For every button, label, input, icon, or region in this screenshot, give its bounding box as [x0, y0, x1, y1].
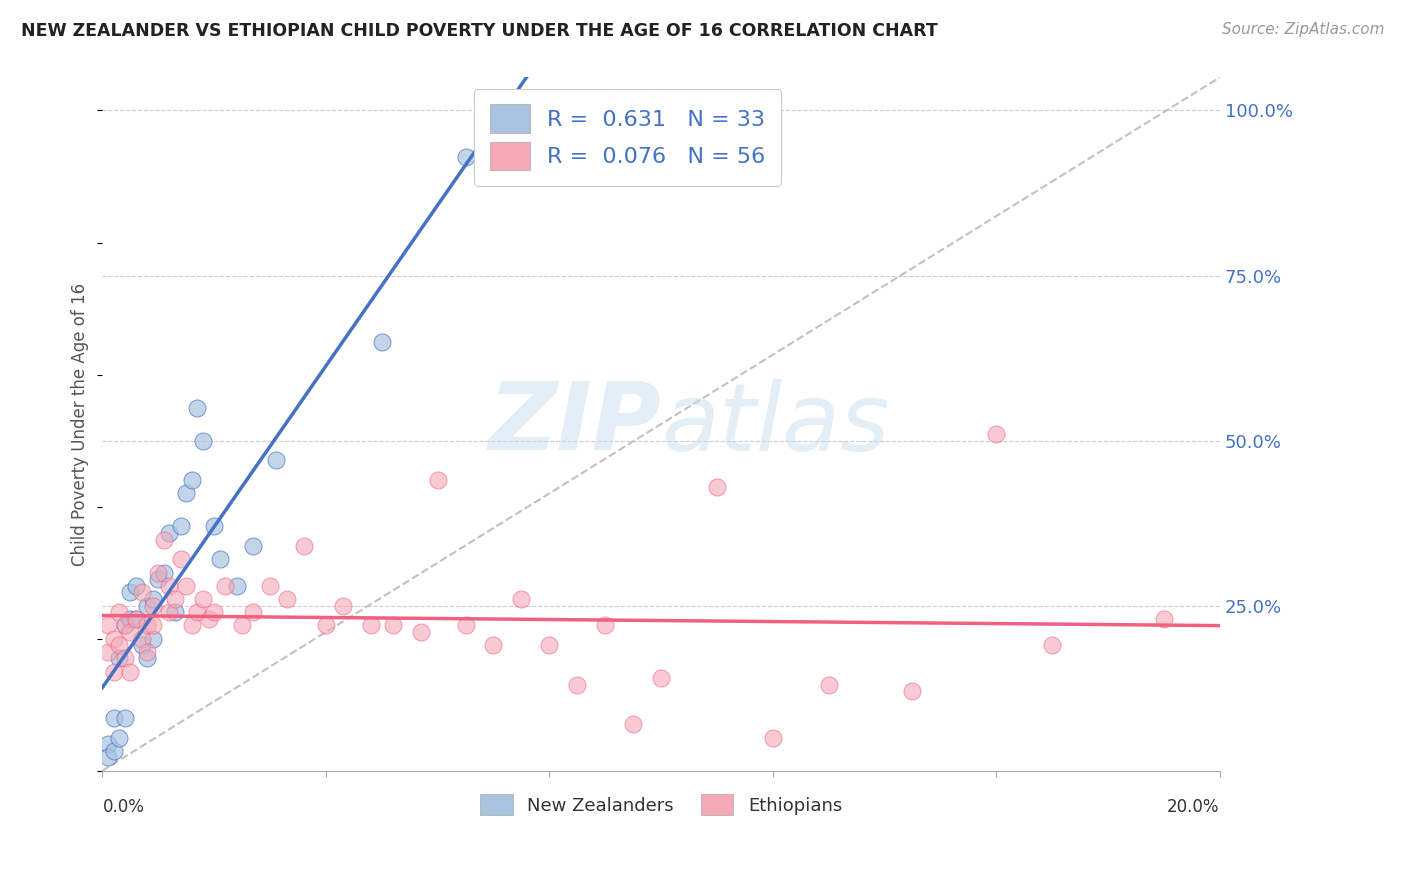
Point: [482, 638, 505, 652]
Text: NEW ZEALANDER VS ETHIOPIAN CHILD POVERTY UNDER THE AGE OF 16 CORRELATION CHART: NEW ZEALANDER VS ETHIOPIAN CHILD POVERTY…: [21, 22, 938, 40]
Point: [97, 645, 120, 659]
Point: [593, 618, 616, 632]
Point: [114, 618, 136, 632]
Point: [136, 651, 159, 665]
Text: Source: ZipAtlas.com: Source: ZipAtlas.com: [1222, 22, 1385, 37]
Point: [148, 572, 170, 586]
Point: [191, 592, 214, 607]
Point: [371, 334, 394, 349]
Point: [510, 592, 533, 607]
Point: [426, 473, 449, 487]
Point: [762, 731, 785, 745]
Point: [159, 579, 181, 593]
Point: [538, 638, 561, 652]
Point: [125, 612, 148, 626]
Point: [165, 605, 187, 619]
Point: [1040, 638, 1063, 652]
Point: [180, 618, 202, 632]
Point: [264, 453, 287, 467]
Point: [225, 579, 247, 593]
Text: 20.0%: 20.0%: [1167, 798, 1220, 816]
Point: [136, 645, 159, 659]
Point: [125, 579, 148, 593]
Point: [986, 427, 1008, 442]
Point: [159, 605, 181, 619]
Point: [191, 434, 214, 448]
Point: [174, 579, 197, 593]
Text: atlas: atlas: [661, 378, 890, 469]
Point: [153, 566, 176, 580]
Point: [186, 401, 208, 415]
Point: [454, 618, 477, 632]
Point: [315, 618, 337, 632]
Point: [186, 605, 208, 619]
Point: [381, 618, 404, 632]
Point: [208, 552, 231, 566]
Point: [360, 618, 382, 632]
Point: [148, 566, 170, 580]
Point: [1153, 612, 1175, 626]
Legend: New Zealanders, Ethiopians: New Zealanders, Ethiopians: [471, 785, 851, 824]
Point: [231, 618, 253, 632]
Point: [120, 625, 142, 640]
Point: [567, 678, 589, 692]
Y-axis label: Child Poverty Under the Age of 16: Child Poverty Under the Age of 16: [72, 283, 89, 566]
Point: [165, 592, 187, 607]
Point: [131, 632, 153, 646]
Point: [169, 519, 191, 533]
Text: ZIP: ZIP: [488, 378, 661, 470]
Point: [120, 665, 142, 679]
Point: [142, 599, 165, 613]
Point: [153, 533, 176, 547]
Point: [332, 599, 354, 613]
Point: [114, 651, 136, 665]
Point: [242, 605, 264, 619]
Point: [97, 750, 120, 764]
Point: [114, 711, 136, 725]
Point: [120, 585, 142, 599]
Point: [97, 618, 120, 632]
Point: [136, 618, 159, 632]
Point: [136, 599, 159, 613]
Point: [259, 579, 281, 593]
Point: [114, 618, 136, 632]
Point: [197, 612, 219, 626]
Point: [180, 473, 202, 487]
Point: [131, 638, 153, 652]
Point: [103, 744, 125, 758]
Point: [125, 612, 148, 626]
Point: [142, 632, 165, 646]
Point: [159, 526, 181, 541]
Point: [650, 671, 672, 685]
Point: [142, 592, 165, 607]
Point: [214, 579, 236, 593]
Point: [454, 150, 477, 164]
Point: [103, 665, 125, 679]
Point: [901, 684, 924, 698]
Point: [621, 717, 644, 731]
Point: [97, 737, 120, 751]
Point: [174, 486, 197, 500]
Point: [103, 632, 125, 646]
Point: [131, 585, 153, 599]
Point: [108, 605, 131, 619]
Point: [108, 651, 131, 665]
Point: [103, 711, 125, 725]
Point: [242, 539, 264, 553]
Point: [169, 552, 191, 566]
Point: [409, 625, 432, 640]
Point: [276, 592, 298, 607]
Point: [202, 605, 225, 619]
Point: [292, 539, 315, 553]
Point: [706, 480, 728, 494]
Point: [120, 612, 142, 626]
Point: [108, 638, 131, 652]
Point: [108, 731, 131, 745]
Point: [142, 618, 165, 632]
Point: [202, 519, 225, 533]
Text: 0.0%: 0.0%: [103, 798, 145, 816]
Point: [817, 678, 839, 692]
